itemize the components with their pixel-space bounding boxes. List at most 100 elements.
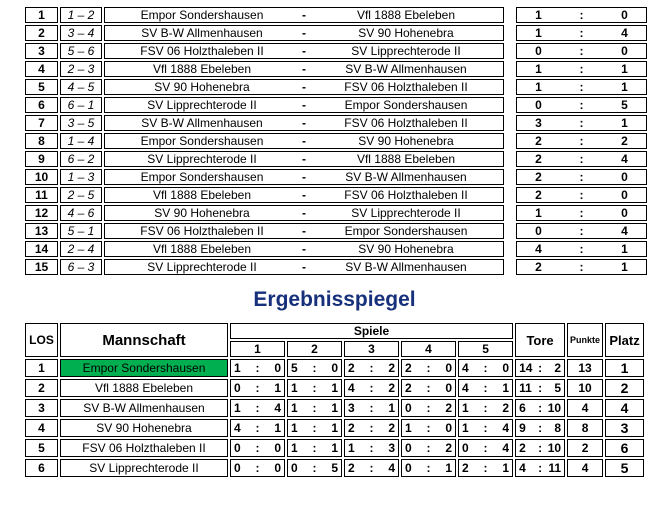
- away-team: FSV 06 Holzthaleben II: [344, 80, 468, 94]
- score-colon: :: [579, 26, 584, 40]
- spiel-away-goals: 2: [502, 401, 510, 415]
- spiel-away-goals: 1: [502, 461, 510, 475]
- match-pairing: 6 – 2: [60, 151, 102, 167]
- los-number: 5: [25, 439, 58, 457]
- match-score: 2: 0: [516, 169, 647, 185]
- spiel-home-goals: 0: [234, 461, 241, 475]
- away-team: Empor Sondershausen: [344, 98, 468, 112]
- match-score: 0: 0: [516, 43, 647, 59]
- spiel-away-goals: 1: [274, 381, 281, 395]
- spiel-home-goals: 2: [462, 461, 469, 475]
- home-team: SV B-W Allmenhausen: [141, 26, 263, 40]
- platz-value: 3: [605, 419, 645, 437]
- spiel-away-goals: 1: [331, 401, 338, 415]
- match-separator: -: [302, 152, 306, 166]
- spiel-home-goals: 0: [405, 401, 412, 415]
- home-team: SV 90 Hohenebra: [154, 206, 250, 220]
- home-score: 1: [535, 8, 542, 22]
- home-score: 2: [535, 260, 542, 274]
- spiel-home-goals: 5: [291, 361, 298, 375]
- los-number: 6: [25, 459, 58, 477]
- spiel-away-goals: 0: [274, 441, 281, 455]
- team-name: SV Lipprechterode II: [60, 459, 228, 477]
- match-number: 1: [25, 7, 58, 23]
- fixture-row: 12 4 – 6 SV 90 Hohenebra - SV Lipprechterode…: [25, 205, 647, 221]
- header-mannschaft: Mannschaft: [60, 323, 228, 357]
- match-teams: Vfl 1888 Ebeleben - SV 90 Hohenebra: [104, 241, 504, 257]
- spiel-result: 1:1: [287, 439, 342, 457]
- standings-row: 6 SV Lipprechterode II 0:0 0:5 2:4 0:1 2:1 4:11…: [25, 459, 645, 477]
- standings-header: LOS Mannschaft Spiele Tore Punkte Platz …: [25, 323, 645, 357]
- score-colon: :: [483, 401, 488, 415]
- spacer: [506, 187, 514, 203]
- score-colon: :: [312, 401, 317, 415]
- spiel-result: 2:2: [344, 419, 399, 437]
- spiel-result: 0:1: [230, 379, 285, 397]
- spiel-result: 1:4: [458, 419, 514, 437]
- away-team: SV Lipprechterode II: [351, 206, 461, 220]
- match-teams: SV Lipprechterode II - Vfl 1888 Ebeleben: [104, 151, 504, 167]
- spiel-result: 2:0: [401, 359, 456, 377]
- match-number: 4: [25, 61, 58, 77]
- match-number: 8: [25, 133, 58, 149]
- score-colon: :: [369, 461, 374, 475]
- match-number: 10: [25, 169, 58, 185]
- spiel-result: 4:1: [230, 419, 285, 437]
- platz-value: 5: [605, 459, 645, 477]
- tore-total: 11:5: [515, 379, 566, 397]
- platz-value: 1: [605, 359, 645, 377]
- match-pairing: 2 – 5: [60, 187, 102, 203]
- spiel-result: 1:4: [230, 399, 285, 417]
- score-colon: :: [579, 98, 584, 112]
- match-score: 0: 4: [516, 223, 647, 239]
- score-colon: :: [579, 44, 584, 58]
- score-colon: :: [579, 170, 584, 184]
- punkte-value: 4: [567, 459, 604, 477]
- spiel-home-goals: 1: [291, 401, 298, 415]
- tore-total: 14:2: [515, 359, 566, 377]
- score-colon: :: [579, 134, 584, 148]
- tore-total: 9:8: [515, 419, 566, 437]
- match-pairing: 5 – 1: [60, 223, 102, 239]
- spiel-away-goals: 0: [445, 361, 452, 375]
- spiel-away-goals: 1: [331, 381, 338, 395]
- home-team: Vfl 1888 Ebeleben: [152, 62, 252, 76]
- score-colon: :: [255, 381, 260, 395]
- score-colon: :: [579, 80, 584, 94]
- score-colon: :: [426, 421, 431, 435]
- spiel-result: 1:0: [401, 419, 456, 437]
- score-colon: :: [579, 62, 584, 76]
- spiel-home-goals: 1: [405, 421, 412, 435]
- spiel-result: 0:0: [230, 459, 285, 477]
- spacer: [506, 25, 514, 41]
- spiel-home-goals: 4: [348, 381, 355, 395]
- spiel-home-goals: 2: [405, 361, 412, 375]
- score-colon: :: [426, 441, 431, 455]
- spiel-home-goals: 0: [405, 461, 412, 475]
- match-pairing: 6 – 1: [60, 97, 102, 113]
- spiel-home-goals: 2: [405, 381, 412, 395]
- home-score: 2: [535, 152, 542, 166]
- match-number: 3: [25, 43, 58, 59]
- match-number: 7: [25, 115, 58, 131]
- spiel-away-goals: 0: [445, 421, 452, 435]
- spiel-home-goals: 4: [462, 361, 469, 375]
- spiel-result: 1:1: [287, 419, 342, 437]
- match-separator: -: [302, 134, 306, 148]
- spiel-away-goals: 1: [331, 441, 338, 455]
- punkte-value: 4: [567, 399, 604, 417]
- standings-row: 4 SV 90 Hohenebra 4:1 1:1 2:2 1:0 1:4 9:8 8 3: [25, 419, 645, 437]
- away-score: 0: [621, 188, 628, 202]
- match-separator: -: [302, 206, 306, 220]
- page-title: Ergebnisspiegel: [253, 288, 416, 311]
- los-number: 1: [25, 359, 58, 377]
- spiel-result: 2:4: [344, 459, 399, 477]
- score-colon: :: [369, 401, 374, 415]
- spiel-home-goals: 1: [462, 401, 469, 415]
- away-score: 1: [621, 116, 628, 130]
